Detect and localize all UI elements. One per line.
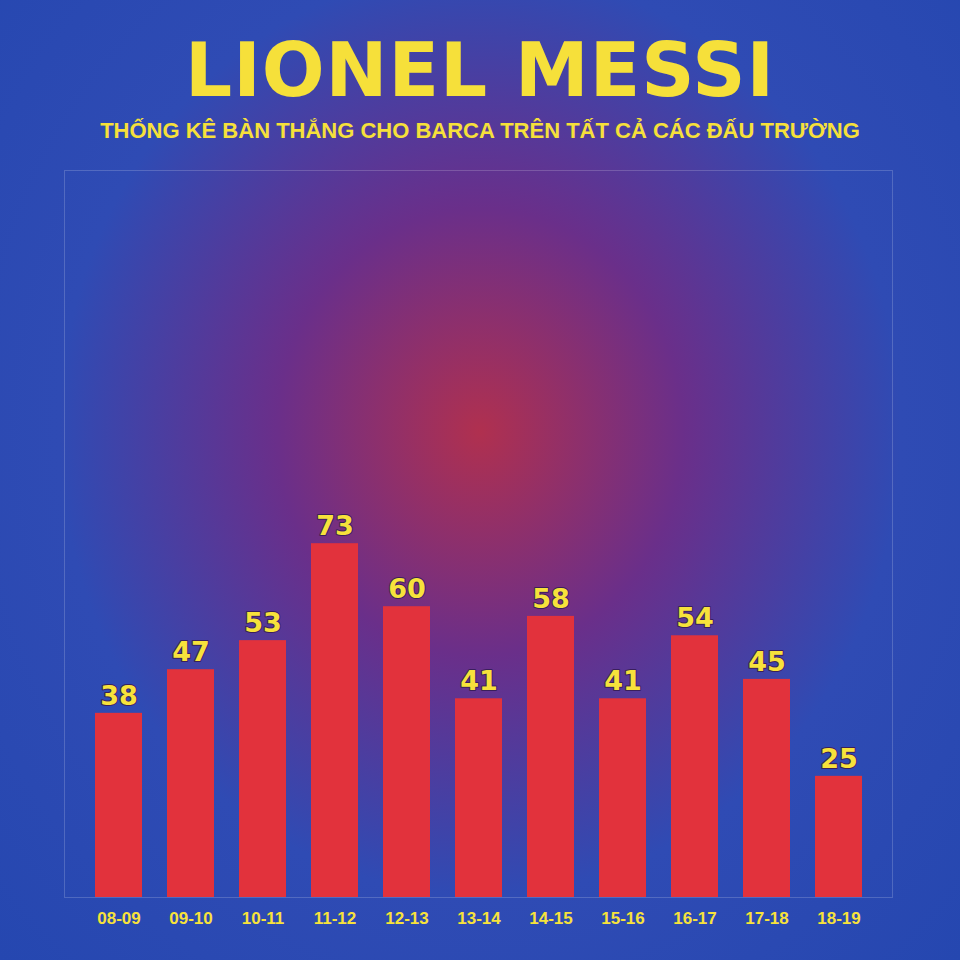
svg-text:12-13: 12-13 (385, 909, 428, 928)
svg-text:47: 47 (172, 636, 210, 667)
svg-text:41: 41 (460, 665, 498, 696)
svg-text:53: 53 (244, 607, 282, 638)
svg-text:09-10: 09-10 (169, 909, 212, 928)
html-text:THỐNG KÊ BÀN THẮNG CHO BARCA T: THỐNG KÊ BÀN THẮNG CHO BARCA TRÊN TẤT CẢ… (100, 118, 860, 143)
svg-text:11-12: 11-12 (314, 909, 357, 928)
svg-text:15-16: 15-16 (601, 909, 644, 928)
svg-text:18-19: 18-19 (817, 909, 860, 928)
svg-text:54: 54 (676, 602, 714, 633)
svg-text:45: 45 (748, 646, 786, 677)
svg-text:60: 60 (388, 573, 426, 604)
svg-text:16-17: 16-17 (673, 909, 716, 928)
svg-text:13-14: 13-14 (457, 909, 501, 928)
svg-text:58: 58 (532, 583, 570, 614)
html-text:LIONEL MESSI: LIONEL MESSI (185, 27, 775, 113)
svg-text:17-18: 17-18 (745, 909, 788, 928)
svg-text:38: 38 (100, 680, 138, 711)
svg-text:10-11: 10-11 (242, 909, 285, 928)
svg-text:25: 25 (820, 743, 858, 774)
svg-text:41: 41 (604, 665, 642, 696)
svg-text:73: 73 (316, 510, 354, 541)
svg-text:08-09: 08-09 (97, 909, 140, 928)
svg-text:14-15: 14-15 (529, 909, 572, 928)
